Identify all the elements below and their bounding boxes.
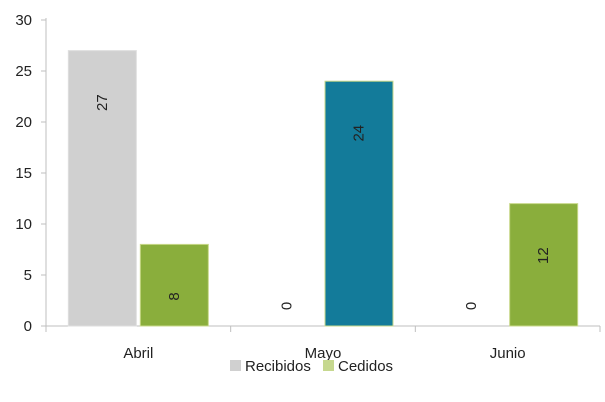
bar-cedidos-junio — [509, 203, 579, 327]
data-label: 27 — [94, 94, 111, 111]
legend: Recibidos Cedidos — [230, 358, 393, 375]
y-tick-label: 25 — [15, 63, 32, 80]
y-tick-label: 20 — [15, 114, 32, 131]
bar-cedidos-mayo — [324, 80, 394, 327]
data-label: 0 — [279, 302, 296, 310]
x-tick-label: Abril — [123, 345, 153, 362]
legend-swatch — [230, 360, 241, 371]
data-labels: 27 8 0 24 0 12 — [94, 94, 552, 310]
x-axis: Abril Mayo Junio — [45, 325, 601, 362]
data-label: 8 — [166, 292, 183, 300]
x-tick-label: Junio — [490, 345, 526, 362]
data-label: 0 — [463, 302, 480, 310]
legend-label: Recibidos — [245, 358, 311, 375]
y-axis: 0 5 10 15 20 25 30 — [15, 12, 47, 335]
legend-swatch — [323, 360, 334, 371]
bar-recibidos-abril — [67, 50, 137, 327]
data-label: 24 — [351, 125, 368, 142]
x-tick-label: Mayo — [305, 345, 342, 362]
legend-label: Cedidos — [338, 358, 393, 375]
data-label: 12 — [535, 247, 552, 264]
y-tick-label: 15 — [15, 165, 32, 182]
y-tick-label: 10 — [15, 216, 32, 233]
y-tick-label: 30 — [15, 12, 32, 29]
y-tick-label: 5 — [24, 267, 32, 284]
y-tick-label: 0 — [24, 318, 32, 335]
bars — [67, 50, 579, 327]
bar-cedidos-abril — [139, 243, 209, 327]
